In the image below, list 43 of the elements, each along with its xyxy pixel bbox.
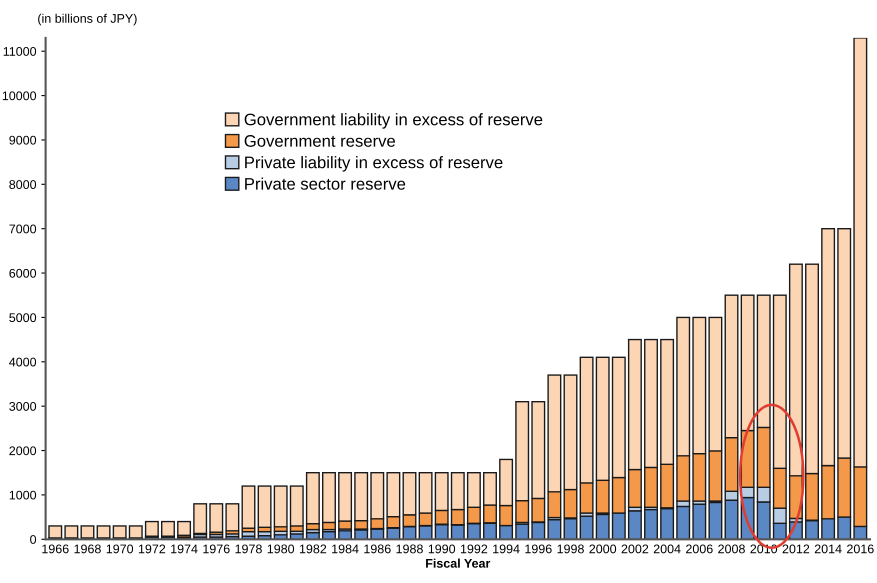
x-tick-label: 1980 [268,544,294,554]
x-tick-label: 1986 [364,544,391,554]
x-tick-label: 1972 [138,544,166,554]
y-tick-label: 5000 [9,313,36,322]
x-tick-label: 1996 [525,544,552,554]
x-tick-label: 1998 [558,544,584,554]
x-tick-label: 1984 [332,544,359,554]
y-tick-label: 7000 [9,224,36,234]
y-tick-label: 11000 [4,47,36,56]
x-axis-title: Fiscal Year [426,558,490,568]
x-tick-label: 1974 [171,544,198,554]
y-tick-label: 3000 [9,402,36,411]
x-tick-label: 2006 [686,544,713,554]
y-tick-label: 9000 [9,136,36,145]
y-axis-title: (in billions of JPY) [38,14,137,26]
y-tick-label: 8000 [9,180,36,189]
x-tick-label: 2002 [622,544,648,554]
y-tick-label: 0 [30,535,36,544]
x-tick-label: 1966 [42,544,69,554]
legend-label: Private sector reserve [245,178,406,190]
x-tick-label: 1976 [203,544,230,554]
x-tick-label: 1988 [396,544,423,554]
x-tick-label: 1970 [106,544,134,554]
y-tick-label: 1000 [10,490,36,500]
x-tick-label: 2004 [654,544,681,554]
legend-label: Private liability in excess of reserve [245,156,502,172]
y-tick-label: 4000 [9,358,36,366]
x-tick-label: 1994 [493,544,520,554]
x-tick-label: 2016 [847,544,874,554]
x-tick-label: 2008 [718,544,745,554]
x-tick-label: 1990 [428,544,456,554]
x-tick-label: 2000 [589,544,616,554]
x-tick-label: 1982 [300,544,326,554]
x-tick-label: 2014 [814,544,842,554]
y-tick-label: 10000 [2,91,36,100]
x-tick-label: 1992 [460,544,488,554]
x-tick-label: 1968 [74,544,101,554]
x-tick-label: 1978 [236,544,262,554]
legend-label: Government reserve [244,135,395,147]
y-tick-label: 6000 [9,268,36,278]
legend-label: Government liability in excess of reserve [244,113,542,129]
y-tick-label: 2000 [9,446,36,456]
x-tick-label: 2012 [782,544,810,554]
